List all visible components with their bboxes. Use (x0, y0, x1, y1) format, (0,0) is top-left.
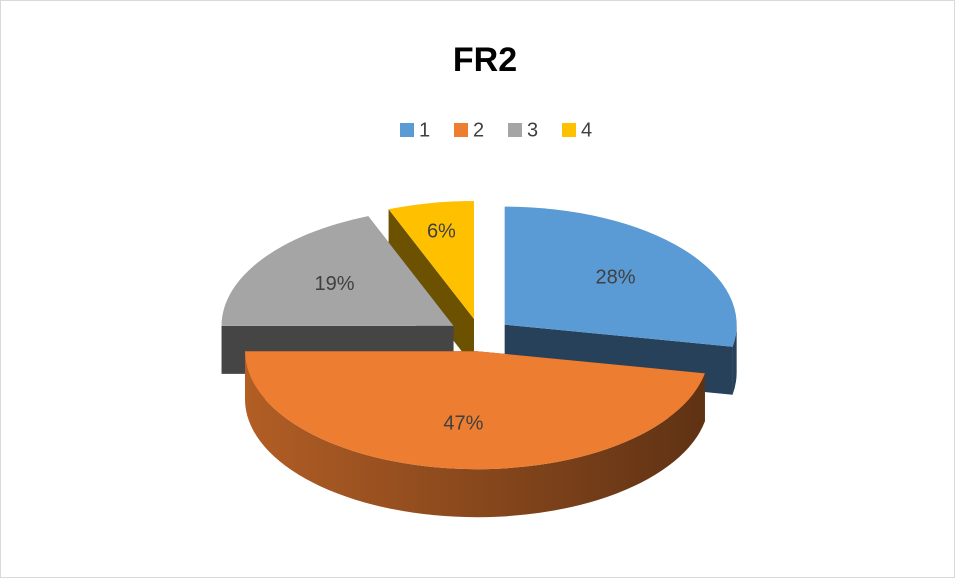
slice-top (504, 206, 737, 347)
legend-label: 1 (419, 119, 430, 141)
legend-swatch (454, 123, 468, 137)
data-label: 47% (443, 412, 483, 434)
legend-swatch (400, 123, 414, 137)
slice-top (388, 201, 475, 320)
slice-top (221, 216, 454, 326)
data-label: 19% (315, 273, 355, 295)
data-label: 6% (427, 220, 456, 242)
slice-wall (244, 351, 705, 518)
legend-label: 2 (473, 119, 484, 141)
data-label: 28% (595, 266, 635, 288)
slice-top (244, 351, 705, 470)
slice-wall (732, 324, 737, 395)
legend-swatch (562, 123, 576, 137)
pie-slice (244, 351, 705, 518)
legend-label: 4 (581, 119, 592, 141)
legend-swatch (508, 123, 522, 137)
chart-title: FR2 (453, 41, 517, 79)
legend-label: 3 (527, 119, 538, 141)
